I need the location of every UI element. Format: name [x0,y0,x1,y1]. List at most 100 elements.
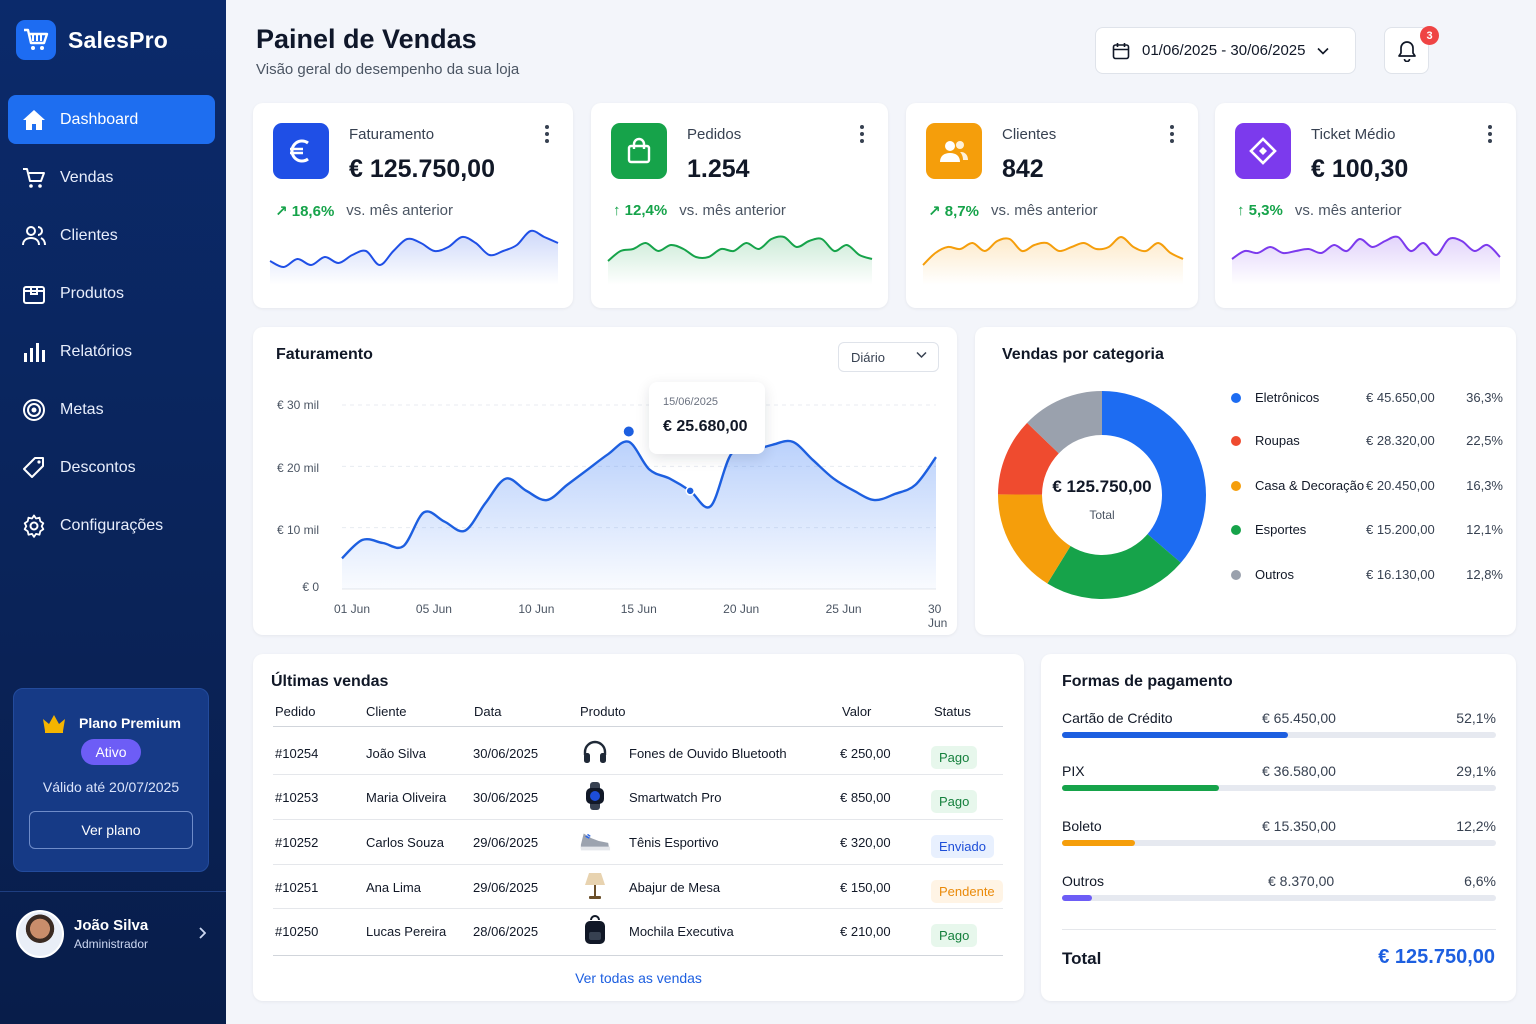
sidebar-item-dashboard[interactable]: Dashboard [8,95,215,144]
column-header[interactable]: Status [934,704,971,719]
x-tick-label: 01 Jun [334,602,371,616]
row-divider [273,774,1003,775]
donut-slice [1047,534,1181,599]
kpi-change: ↗ 8,7% [928,203,979,220]
view-all-sales-link[interactable]: Ver todas as vendas [575,970,702,986]
column-header[interactable]: Data [474,704,502,719]
watch-icon [579,780,611,812]
table-row[interactable]: #10252 Carlos Souza 29/06/2025 Tênis Esp… [253,819,1023,864]
status-badge: Pendente [931,880,1003,903]
donut-slice [998,422,1059,495]
column-header[interactable]: Pedido [275,704,316,719]
sidebar-item-metas[interactable]: Metas [8,385,215,434]
donut-total-label: Total [1089,508,1115,522]
lamp-icon [579,870,611,902]
y-tick-label: € 0 [302,580,319,594]
category-sales-card: Vendas por categoria € 125.750,00 Total … [975,327,1516,635]
x-tick-label: 05 Jun [415,602,452,616]
more-options-icon[interactable] [545,125,551,146]
donut-total-value: € 125.750,00 [1052,477,1152,496]
app-name: SalesPro [68,26,169,53]
sparkline-area [608,236,872,285]
kpi-change: ↗ 18,6% [275,203,335,220]
sparkline-line [1231,235,1501,260]
sidebar-item-clientes[interactable]: Clientes [8,211,215,260]
kpi-value: 842 [1002,155,1044,183]
row-divider [273,864,1003,865]
page-title: Painel de Vendas [256,24,477,54]
revenue-line [341,439,937,560]
legend-swatch [1231,525,1241,535]
period-select[interactable]: Diário [838,342,939,372]
row-divider [273,908,1003,909]
bag-icon [611,123,667,179]
kpi-comparison: vs. mês anterior [990,202,1098,219]
more-options-icon[interactable] [1488,125,1494,146]
x-tick-label: 15 Jun [620,602,657,616]
date-range-picker[interactable]: 01/06/2025 - 30/06/2025 [1095,27,1356,74]
sidebar-item-produtos[interactable]: Produtos [8,269,215,318]
payment-methods-title: Formas de pagamento [1062,673,1233,690]
bar-chart-icon [24,342,45,362]
kpi-label: Clientes [1002,126,1057,143]
user-name: João Silva [74,917,149,934]
app-logo[interactable]: SalesPro [16,20,168,60]
box-icon [23,285,45,304]
revenue-line-chart [341,404,937,590]
payment-progress-track [1062,895,1496,901]
payment-progress-fill [1062,785,1219,791]
gear-icon [23,514,45,538]
crown-icon [43,715,66,733]
more-options-icon[interactable] [860,125,866,146]
kpi-comparison: vs. mês anterior [679,202,786,219]
status-badge: Pago [931,790,978,813]
revenue-chart-card: Faturamento Diário € 30 mil € 20 mil € 1… [253,327,957,635]
table-row[interactable]: #10254 João Silva 30/06/2025 Fones de Ou… [253,730,1023,775]
user-profile[interactable]: João Silva Administrador [16,910,207,958]
sidebar-item-label: Metas [60,400,104,418]
cart-icon [23,167,45,188]
payment-total-label: Total [1062,949,1102,968]
view-plan-button[interactable]: Ver plano [29,811,193,849]
legend-swatch [1231,393,1241,403]
column-header[interactable]: Produto [580,704,626,719]
legend-swatch [1231,436,1241,446]
sparkline-area [923,237,1183,285]
sidebar-item-relatorios[interactable]: Relatórios [8,327,215,376]
kpi-card-clientes: Clientes 842 ↗ 8,7% vs. mês anterior [906,103,1198,308]
latest-sales-card: Últimas vendas Pedido Cliente Data Produ… [253,654,1024,1001]
column-header[interactable]: Cliente [366,704,407,719]
legend-item: Casa & Decoração € 20.450,00 16,3% [1231,476,1503,496]
sidebar-item-label: Relatórios [60,342,133,360]
legend-item: Esportes € 15.200,00 12,1% [1231,520,1503,540]
chevron-right-icon [198,926,207,942]
shoe-icon [579,825,611,857]
cart-logo-icon [16,20,56,60]
sidebar-item-configuracoes[interactable]: Configurações [8,501,215,550]
date-range-value: 01/06/2025 - 30/06/2025 [1142,42,1306,59]
period-select-value: Diário [851,349,885,365]
kpi-label: Faturamento [349,126,435,143]
sparkline-line [269,229,559,268]
payment-progress-fill [1062,732,1289,738]
column-header[interactable]: Valor [842,704,872,719]
tag-icon [23,456,44,478]
legend-swatch [1231,570,1241,580]
sidebar-item-descontos[interactable]: Descontos [8,443,215,492]
donut-slice [1102,391,1206,563]
table-row[interactable]: #10251 Ana Lima 29/06/2025 Abajur de Mes… [253,864,1023,909]
category-chart-title: Vendas por categoria [1002,346,1164,363]
status-badge: Pago [931,924,978,947]
y-tick-label: € 10 mil [276,523,319,537]
more-options-icon[interactable] [1170,125,1176,146]
target-icon [23,398,45,421]
sidebar-item-vendas[interactable]: Vendas [8,153,215,202]
table-row[interactable]: #10250 Lucas Pereira 28/06/2025 Mochila … [253,908,1023,953]
latest-sales-title: Últimas vendas [271,673,389,690]
table-row[interactable]: #10253 Maria Oliveira 30/06/2025 Smartwa… [253,774,1023,819]
sidebar-divider [0,891,226,892]
legend-item: Outros € 16.130,00 12,8% [1231,565,1503,585]
kpi-value: € 125.750,00 [349,155,495,183]
home-icon [23,109,45,130]
plan-status-badge: Ativo [81,739,141,765]
